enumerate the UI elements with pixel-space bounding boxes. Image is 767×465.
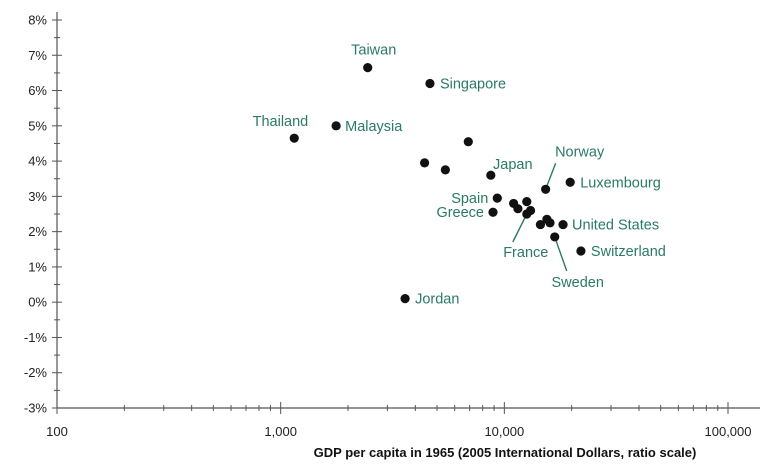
- leader-line: [554, 236, 568, 272]
- data-point: [525, 205, 536, 216]
- point-label: Luxembourg: [580, 175, 661, 191]
- y-tick-label: 2%: [28, 224, 47, 239]
- y-tick-label: 3%: [28, 189, 47, 204]
- data-point: [440, 165, 450, 175]
- data-point: [545, 218, 555, 228]
- leader-line: [544, 163, 557, 190]
- data-point: [400, 294, 410, 304]
- point-label: Malaysia: [345, 119, 403, 135]
- data-point: [289, 133, 299, 143]
- data-point: [488, 207, 498, 217]
- data-point: [363, 63, 373, 73]
- data-point: [419, 158, 430, 168]
- point-label: Taiwan: [351, 43, 396, 59]
- data-point: [486, 170, 496, 180]
- axes: [56, 12, 760, 409]
- y-tick-label: 1%: [28, 259, 47, 274]
- data-point: [576, 246, 586, 256]
- y-tick-label: 8%: [28, 13, 47, 28]
- data-point: [558, 219, 568, 230]
- y-tick-label: 7%: [28, 48, 47, 63]
- point-label: Thailand: [253, 114, 309, 130]
- y-tick-label: -1%: [24, 330, 48, 345]
- data-point: [522, 197, 532, 207]
- y-tick-label: 0%: [28, 295, 47, 310]
- data-point: [550, 232, 560, 242]
- y-tick-label: 6%: [28, 83, 47, 98]
- data-point: [541, 184, 551, 194]
- x-tick-label: 100,000: [705, 424, 752, 439]
- x-tick-label: 100: [46, 424, 68, 439]
- point-labels: Taiwan Singapore Malaysia Thailand Japan Norw…: [253, 43, 666, 308]
- point-label: Switzerland: [591, 244, 666, 260]
- point-label: Spain: [451, 191, 488, 207]
- ticks: -3% -2% -1% 0% 1% 2% 3% 4% 5% 6% 7% 8% 100 1,000 10,00…: [24, 13, 752, 440]
- leader-lines: [512, 163, 568, 272]
- y-tick-label: -2%: [24, 365, 48, 380]
- leader-line: [512, 213, 528, 243]
- data-points: [289, 63, 586, 304]
- point-label: Sweden: [552, 275, 604, 291]
- data-point: [535, 219, 546, 230]
- y-tick-label: 4%: [28, 154, 47, 169]
- point-label: Jordan: [415, 292, 459, 308]
- data-point: [463, 137, 473, 147]
- data-point: [513, 204, 523, 214]
- point-label: Japan: [493, 157, 533, 173]
- data-point: [565, 177, 575, 187]
- y-tick-label: -3%: [24, 401, 48, 416]
- y-tick-label: 5%: [28, 118, 47, 133]
- point-label: Greece: [436, 205, 484, 221]
- data-point: [425, 78, 435, 89]
- point-label: France: [503, 245, 548, 261]
- x-tick-label: 1,000: [264, 424, 297, 439]
- data-point: [492, 193, 502, 203]
- data-point: [331, 121, 341, 131]
- x-axis-title: GDP per capita in 1965 (2005 Internation…: [314, 445, 697, 460]
- point-label: United States: [572, 218, 659, 234]
- x-tick-label: 10,000: [484, 424, 524, 439]
- point-label: Norway: [555, 144, 605, 160]
- point-label: Singapore: [440, 76, 506, 92]
